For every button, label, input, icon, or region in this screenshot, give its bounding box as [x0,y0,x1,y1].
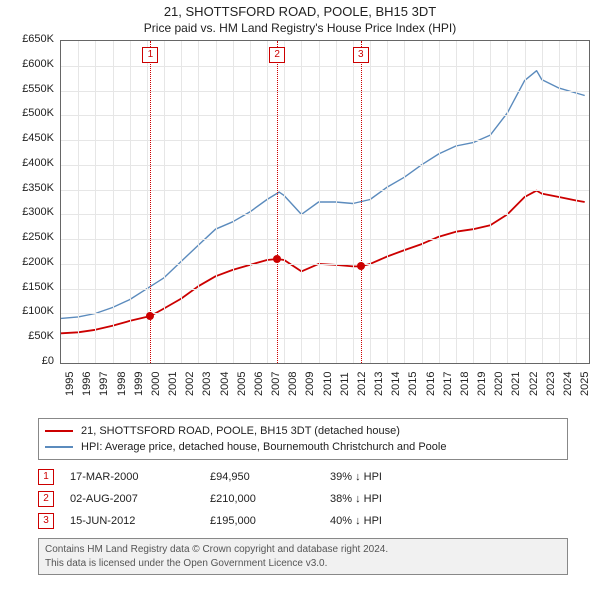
x-axis-label: 2010 [322,372,334,396]
x-axis-label: 2017 [442,372,454,396]
transaction-pct: 38% ↓ HPI [330,493,450,505]
transaction-pct: 40% ↓ HPI [330,515,450,527]
x-axis-label: 2005 [236,372,248,396]
x-axis-label: 2001 [167,372,179,396]
transaction-row: 1 17-MAR-2000£94,95039% ↓ HPI [38,466,568,488]
chart-marker-1: 1 [142,47,158,63]
y-axis-label: £600K [6,58,54,70]
transaction-price: £195,000 [210,515,330,527]
x-axis-label: 2014 [390,372,402,396]
series-line-property [61,191,585,334]
legend-label: HPI: Average price, detached house, Bour… [81,441,446,453]
transaction-row: 2 02-AUG-2007£210,00038% ↓ HPI [38,488,568,510]
transaction-row: 3 15-JUN-2012£195,00040% ↓ HPI [38,510,568,532]
x-axis-label: 2003 [201,372,213,396]
x-axis-label: 2013 [373,372,385,396]
y-axis-label: £250K [6,231,54,243]
series-line-hpi [61,71,585,319]
x-axis-label: 2023 [545,372,557,396]
y-axis-label: £50K [6,330,54,342]
x-axis-label: 2007 [270,372,282,396]
transaction-marker: 2 [38,491,54,507]
y-axis-label: £0 [6,355,54,367]
chart-dot-3 [357,262,365,270]
footer-line: Contains HM Land Registry data © Crown c… [45,543,561,557]
x-axis-label: 2019 [476,372,488,396]
transaction-date: 17-MAR-2000 [70,471,210,483]
x-axis-label: 1997 [98,372,110,396]
chart: 1 2 3 £0 £50K £100K £150K £200K £250K £300K £350K… [6,40,594,408]
x-axis-label: 2004 [219,372,231,396]
transaction-marker: 1 [38,469,54,485]
y-axis-label: £550K [6,83,54,95]
y-axis-label: £200K [6,256,54,268]
transactions: 1 17-MAR-2000£94,95039% ↓ HPI 2 02-AUG-2007… [38,466,568,532]
legend-swatch [45,446,73,448]
x-axis-label: 1996 [81,372,93,396]
legend-item: HPI: Average price, detached house, Bour… [45,439,561,455]
y-axis-label: £350K [6,182,54,194]
y-axis-label: £300K [6,206,54,218]
page-title: 21, SHOTTSFORD ROAD, POOLE, BH15 3DT [0,4,600,19]
x-axis-label: 2024 [562,372,574,396]
x-axis-label: 1995 [64,372,76,396]
x-axis-label: 2012 [356,372,368,396]
legend-label: 21, SHOTTSFORD ROAD, POOLE, BH15 3DT (de… [81,425,400,437]
chart-lines [61,41,589,363]
y-axis-label: £400K [6,157,54,169]
footer: Contains HM Land Registry data © Crown c… [38,538,568,575]
x-axis-label: 1999 [133,372,145,396]
plot-area: 1 2 3 [60,40,590,364]
y-axis-label: £650K [6,33,54,45]
x-axis-label: 2021 [510,372,522,396]
transaction-price: £94,950 [210,471,330,483]
x-axis-label: 2009 [304,372,316,396]
x-axis-label: 2022 [528,372,540,396]
y-axis-label: £100K [6,305,54,317]
x-axis-label: 2011 [339,372,351,396]
legend-swatch [45,430,73,432]
chart-marker-2: 2 [269,47,285,63]
x-axis-label: 2002 [184,372,196,396]
x-axis-label: 2000 [150,372,162,396]
transaction-price: £210,000 [210,493,330,505]
x-axis-label: 2020 [493,372,505,396]
legend: 21, SHOTTSFORD ROAD, POOLE, BH15 3DT (de… [38,418,568,460]
y-axis-label: £150K [6,281,54,293]
chart-dot-2 [273,255,281,263]
transaction-pct: 39% ↓ HPI [330,471,450,483]
x-axis-label: 2015 [407,372,419,396]
x-axis-label: 2016 [425,372,437,396]
x-axis-label: 2018 [459,372,471,396]
x-axis-label: 2008 [287,372,299,396]
footer-line: This data is licensed under the Open Gov… [45,557,561,571]
y-axis-label: £450K [6,132,54,144]
page-subtitle: Price paid vs. HM Land Registry's House … [0,21,600,35]
legend-item: 21, SHOTTSFORD ROAD, POOLE, BH15 3DT (de… [45,423,561,439]
y-axis-label: £500K [6,107,54,119]
chart-dot-1 [146,312,154,320]
x-axis-label: 2006 [253,372,265,396]
chart-marker-3: 3 [353,47,369,63]
transaction-date: 15-JUN-2012 [70,515,210,527]
x-axis-label: 2025 [579,372,591,396]
transaction-date: 02-AUG-2007 [70,493,210,505]
transaction-marker: 3 [38,513,54,529]
x-axis-label: 1998 [116,372,128,396]
